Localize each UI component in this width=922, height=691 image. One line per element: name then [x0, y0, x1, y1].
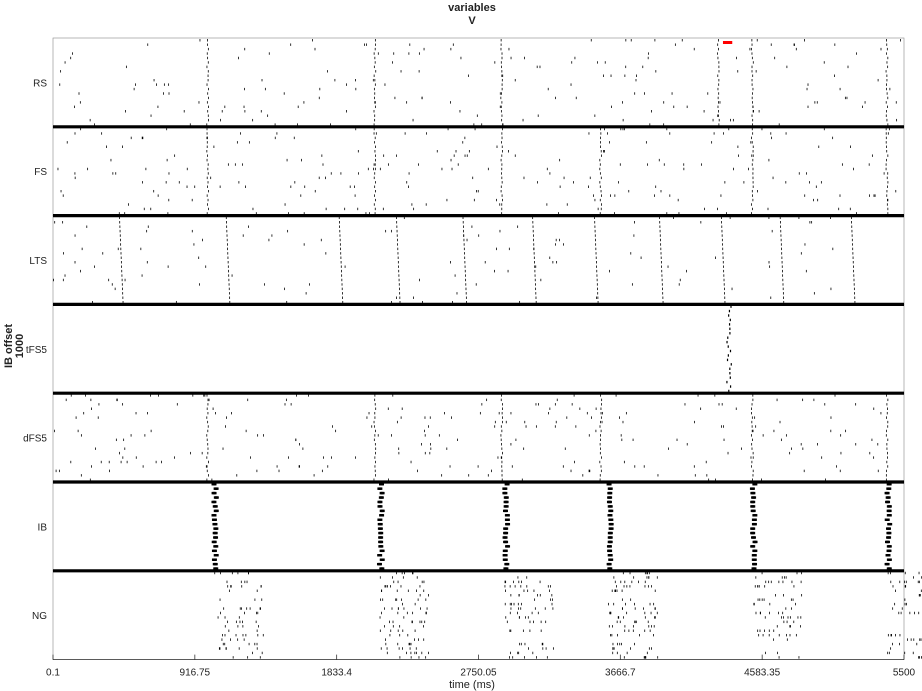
spikes-lts [53, 216, 856, 304]
panel-tfs5: tFS5 [26, 304, 905, 394]
x-tick-label: 2750.05 [460, 668, 497, 679]
population-label: LTS [29, 256, 47, 267]
panel-dfs5: dFS5 [23, 392, 905, 483]
panel-frame [52, 37, 905, 128]
population-label: IB [38, 522, 48, 533]
panel-frame [52, 481, 905, 572]
x-axis: 0.1 916.75 1833.4 2750.05 3666.7 4583.35 5500 [46, 654, 916, 679]
x-tick-label: 4583.35 [744, 668, 781, 679]
panel-frame [52, 392, 905, 483]
population-label: dFS5 [23, 434, 47, 445]
panel-frame [52, 126, 905, 216]
panel-fs: FS [34, 126, 905, 216]
panel-frame [52, 304, 905, 394]
chart-title-line-1: variables [448, 2, 496, 14]
spikes-fs [57, 127, 897, 215]
chart-title-line-2: V [468, 15, 476, 27]
population-panels: RS FS LTS tFS5 dFS5 IB NG [23, 37, 922, 660]
x-tick-label: 916.75 [180, 668, 211, 679]
population-label: RS [33, 78, 47, 89]
y-axis-label-line-1: IB offset [3, 324, 15, 368]
panel-rs: RS [33, 37, 905, 128]
spikes-tfs5 [726, 305, 732, 393]
stimulus-bar [722, 41, 733, 44]
x-tick-label: 0.1 [46, 668, 60, 679]
spikes-dfs5 [54, 394, 889, 481]
x-axis-label: time (ms) [449, 679, 495, 691]
spikes-rs [59, 39, 901, 126]
population-label: tFS5 [26, 345, 48, 356]
x-tick-label: 1833.4 [321, 668, 352, 679]
panel-frame [52, 215, 905, 305]
spikes-ng [214, 571, 922, 659]
panel-lts: LTS [29, 215, 905, 305]
population-label: FS [34, 167, 47, 178]
panel-frame [52, 570, 905, 660]
panel-ng: NG [32, 570, 922, 660]
x-tick-label: 3666.7 [605, 668, 636, 679]
x-tick-label: 5500 [893, 668, 916, 679]
stimulus-marker [722, 41, 733, 44]
panel-ib: IB [38, 481, 905, 572]
y-axis-label: IB offset 1000 [3, 324, 26, 368]
population-label: NG [32, 611, 47, 622]
y-axis-label-line-2: 1000 [14, 334, 26, 358]
